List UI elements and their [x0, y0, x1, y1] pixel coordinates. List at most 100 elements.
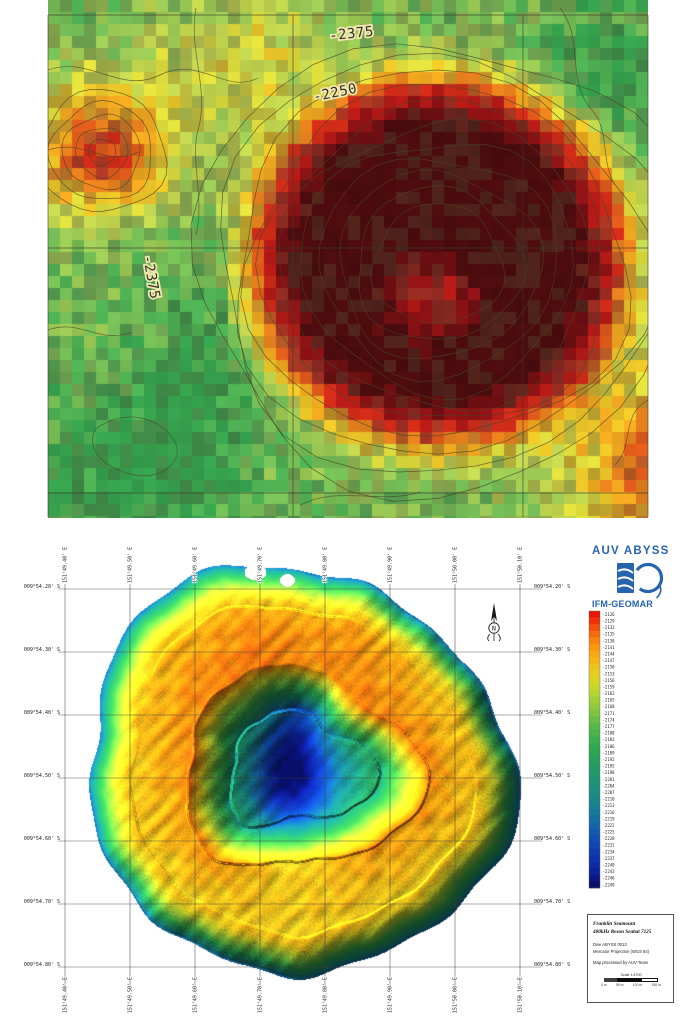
- longitude-label: 151°50.00' E: [453, 547, 459, 583]
- depth-scale-label: -2129: [603, 618, 616, 623]
- depth-scale-label: -2177: [603, 724, 616, 729]
- depth-scale-swatch: [589, 848, 600, 856]
- scale-tick-labels: 0 m 50 m 100 m 150 m: [601, 983, 661, 987]
- contour-line: [255, 97, 601, 417]
- contour-squiggle: [48, 326, 133, 336]
- latitude-label: 009°54.40' S: [534, 710, 570, 716]
- contour-squiggle: [193, 7, 202, 236]
- info-processed-line: Map processed by AUV-Team: [593, 959, 649, 965]
- auv-relief-raster: [62, 552, 532, 988]
- longitude-label: 151°49.70' E: [258, 547, 264, 583]
- contour-line: [240, 84, 632, 437]
- depth-scale-label: -2171: [603, 711, 616, 716]
- depth-scale-swatch: [589, 703, 600, 711]
- depth-scale-label: -2210: [603, 797, 616, 802]
- depth-scale-swatch: [589, 881, 600, 889]
- depth-scale-swatch: [589, 789, 600, 796]
- contour-squiggle: [48, 146, 139, 158]
- depth-scale-label: -2240: [603, 863, 616, 868]
- depth-scale-swatch: [589, 868, 600, 876]
- longitude-label: 151°49.80' E: [323, 547, 329, 583]
- contour-squiggle: [559, 7, 616, 186]
- depth-scale-swatch: [589, 861, 600, 869]
- info-projection-line: Mercator Projection (WGS 84): [593, 948, 650, 954]
- scale-tick: 50 m: [615, 983, 624, 988]
- depth-scale-label: -2159: [603, 684, 616, 689]
- auv-abyss-logo-text: AUV ABYSS: [592, 545, 670, 557]
- depth-scale-label: -2165: [603, 698, 616, 703]
- depth-scale-label: -2141: [603, 645, 616, 650]
- contour-line: [339, 169, 545, 360]
- north-arrow-label: N: [492, 625, 496, 633]
- depth-scale-label: -2222: [603, 823, 616, 828]
- contour-line: [359, 185, 528, 340]
- contour-line: [87, 139, 116, 167]
- scale-bar: [604, 978, 658, 983]
- depth-scale-label: -2249: [603, 882, 616, 887]
- latitude-label: 009°54.30' S: [24, 647, 60, 653]
- latitude-label: 009°54.20' S: [534, 584, 570, 590]
- depth-scale-swatch: [589, 690, 600, 698]
- depth-scale-label: -2156: [603, 678, 616, 683]
- depth-scale-label: -2234: [603, 849, 616, 854]
- depth-scale-swatch: [589, 729, 600, 737]
- depth-scale-label: -2198: [603, 770, 616, 775]
- depth-scale-label: -2168: [603, 704, 616, 709]
- contour-line: [48, 89, 168, 212]
- depth-scale-label: -2219: [603, 816, 616, 821]
- latitude-label: 009°54.70' S: [534, 899, 570, 905]
- latitude-label: 009°54.40' S: [24, 710, 60, 716]
- scale-label: Scale 1:4700: [620, 973, 642, 978]
- contour-squiggle: [48, 66, 259, 83]
- logo-block: AUV ABYSS IFM-GEOMAR: [592, 545, 696, 609]
- depth-scale-label: -2135: [603, 632, 616, 637]
- depth-scale-swatch: [589, 736, 600, 744]
- depth-scale-label: -2132: [603, 625, 616, 630]
- depth-scale-swatch: [589, 756, 600, 763]
- longitude-label: 151°50.10' E: [518, 977, 524, 1013]
- latitude-label: 009°54.80' S: [24, 962, 60, 968]
- depth-scale-label: -2183: [603, 737, 616, 742]
- depth-scale-swatch: [589, 769, 600, 777]
- longitude-label: 151°49.50' E: [128, 547, 134, 583]
- overview-contour-overlay: -2375-2250-2375: [47, 7, 649, 517]
- info-dive-line: Dive ABYSS 0013: [593, 941, 627, 947]
- auv-map-overlay: 009°54.20' S 009°54.20' S 009°54.30' S 009°…: [23, 546, 616, 1014]
- contour-line: [318, 158, 557, 382]
- depth-scale-label: -2189: [603, 750, 616, 755]
- depth-scale-label: -2231: [603, 843, 616, 848]
- latitude-label: 009°54.60' S: [534, 836, 570, 842]
- contour-line: [370, 203, 506, 325]
- longitude-label: 151°49.60' E: [193, 977, 199, 1013]
- depth-scale-swatch: [589, 874, 600, 882]
- contour-line: [61, 113, 141, 191]
- depth-scale-label: -2204: [603, 783, 616, 788]
- depth-scale-swatch: [589, 835, 600, 843]
- contour-line: [278, 117, 590, 412]
- depth-scale-label: -2150: [603, 665, 616, 670]
- depth-scale-swatch: [589, 637, 600, 645]
- depth-scale-label: -2201: [603, 777, 616, 782]
- depth-scale-swatch: [589, 762, 600, 770]
- scale-bar-segment: [617, 978, 641, 983]
- depth-scale-swatch: [589, 815, 600, 823]
- depth-scale-swatch: [589, 808, 600, 816]
- depth-scale-swatch: [589, 775, 600, 783]
- depth-scale-swatch: [589, 643, 600, 651]
- info-title-line1: Franklin Seamount: [593, 921, 636, 927]
- contour-group: [48, 7, 648, 506]
- depth-scale-swatch: [589, 709, 600, 717]
- depth-scale-label: -2207: [603, 790, 616, 795]
- depth-scale-label: -2180: [603, 731, 616, 736]
- depth-scale-label: -2213: [603, 803, 616, 808]
- longitude-label: 151°49.50' E: [128, 977, 134, 1013]
- depth-scale-label: -2126: [603, 612, 616, 617]
- contour-squiggle: [614, 399, 648, 466]
- depth-scale-label: -2144: [603, 651, 616, 656]
- longitude-label: 151°49.40' E: [63, 547, 69, 583]
- overview-heatmap-raster: [48, 0, 648, 518]
- depth-scale-label: -2186: [603, 744, 616, 749]
- north-arrow: N: [487, 603, 501, 642]
- depth-scale-swatch: [589, 624, 600, 632]
- scale-tick: 100 m: [632, 983, 643, 988]
